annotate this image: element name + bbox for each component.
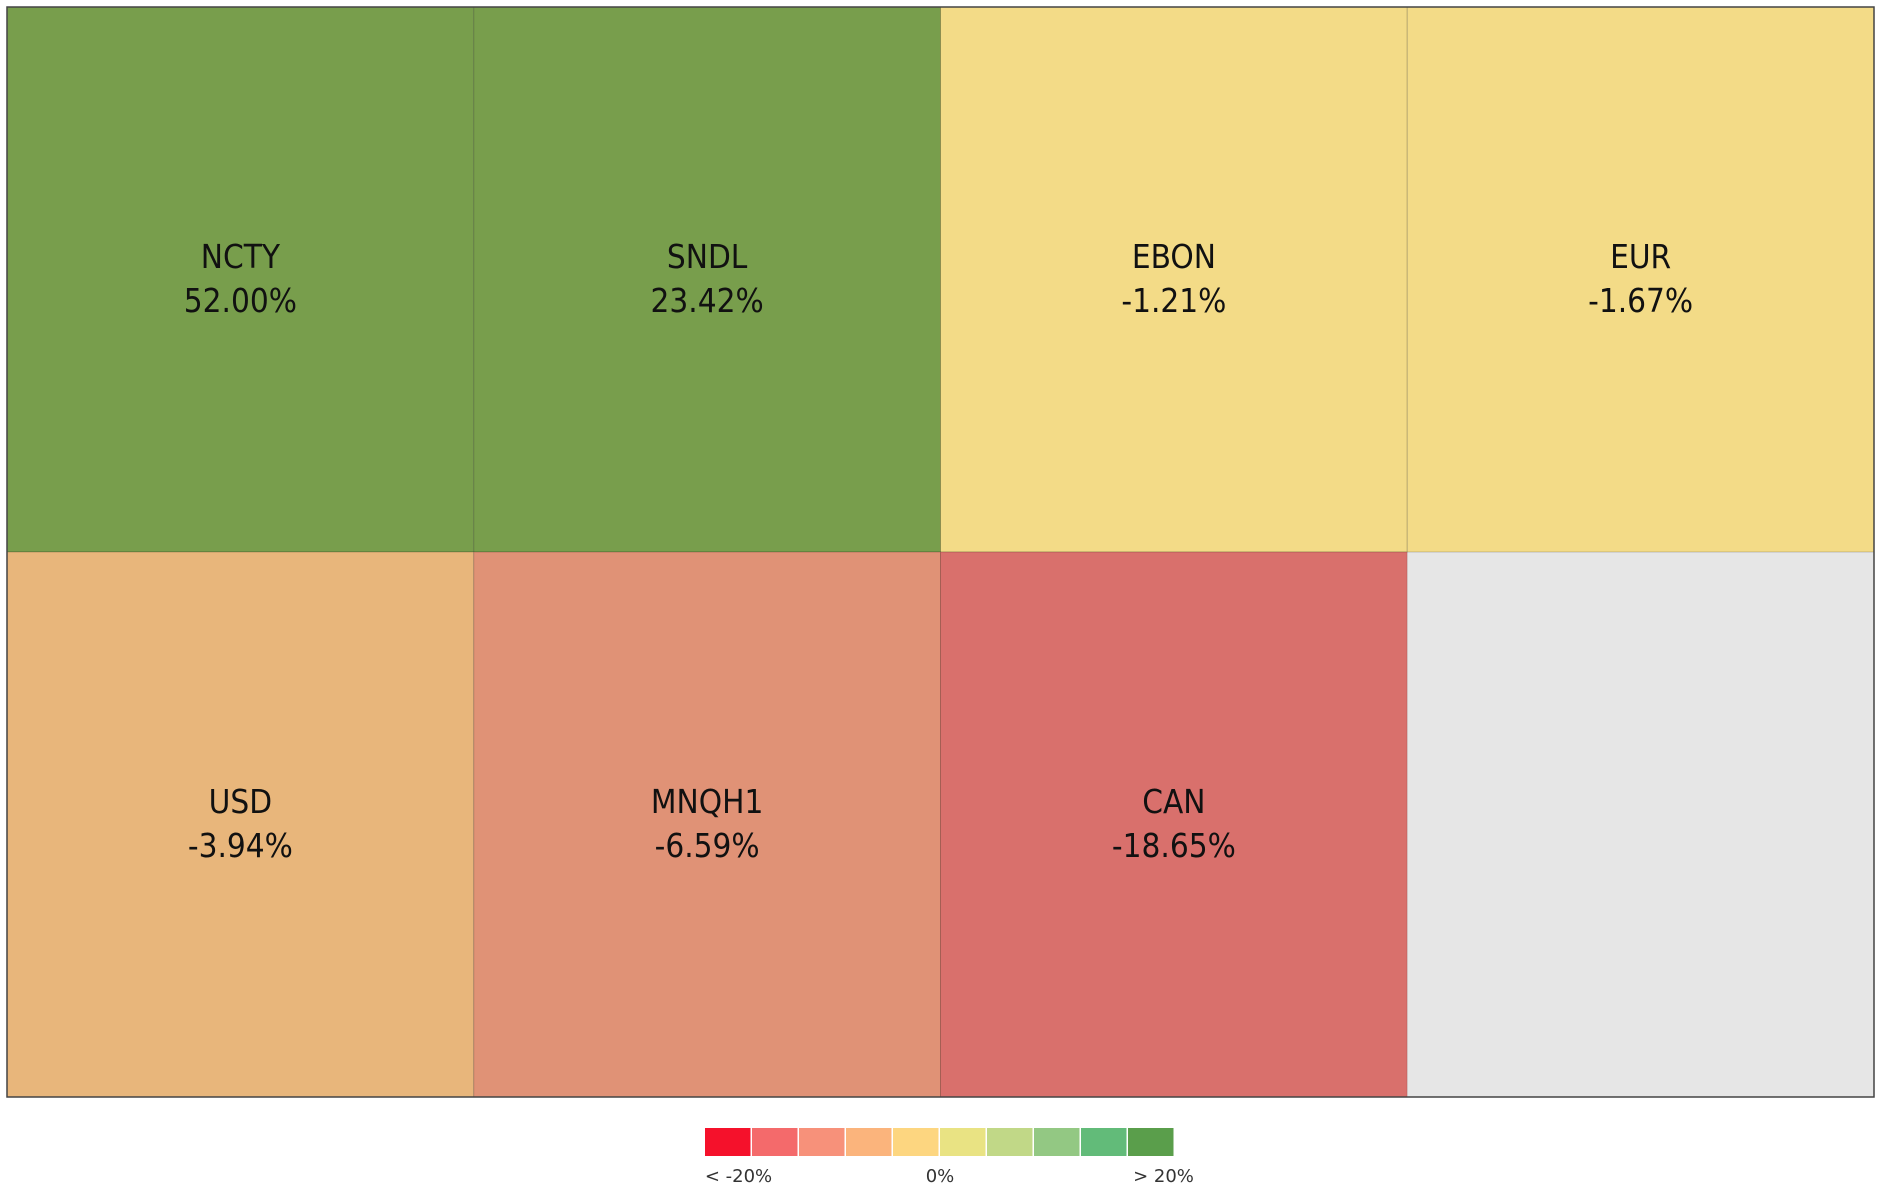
cell-name: EUR <box>1610 237 1671 276</box>
legend-swatch <box>940 1128 986 1156</box>
cell-value: 23.42% <box>651 281 764 320</box>
cell-value: -3.94% <box>188 826 293 865</box>
legend-label: < -20% <box>705 1166 772 1187</box>
cell-name: CAN <box>1142 782 1205 821</box>
cell <box>6 6 475 553</box>
legend-swatch <box>893 1128 939 1156</box>
cell-name: USD <box>209 782 272 821</box>
cell-value: -6.59% <box>655 826 760 865</box>
cells: NCTY 52.00% SNDL 23.42% EBON -1.21% EUR -1.67% U… <box>6 6 1875 1098</box>
cell-name: SNDL <box>667 237 748 276</box>
legend-swatch <box>799 1128 845 1156</box>
cell <box>940 6 1408 553</box>
cell <box>473 551 941 1098</box>
cell-value: -18.65% <box>1112 826 1236 865</box>
cell <box>1406 6 1875 553</box>
cell <box>473 6 941 553</box>
legend-swatch <box>752 1128 798 1156</box>
cell-name: EBON <box>1132 237 1216 276</box>
legend-label: 0% <box>926 1166 955 1187</box>
legend-swatch <box>987 1128 1033 1156</box>
cell-value: 52.00% <box>184 281 297 320</box>
cell-name: NCTY <box>201 237 281 276</box>
cell-name: MNQH1 <box>651 782 763 821</box>
legend-swatch <box>1128 1128 1174 1156</box>
legend-swatch <box>1034 1128 1080 1156</box>
cell-value: -1.67% <box>1588 281 1693 320</box>
legend: < -20% 0% > 20% <box>705 1128 1194 1187</box>
cell <box>6 551 475 1098</box>
cell-value: -1.21% <box>1121 281 1226 320</box>
empty-cell <box>1408 552 1874 1097</box>
frame <box>6 6 1875 1098</box>
legend-label: > 20% <box>1133 1166 1194 1187</box>
legend-swatch <box>846 1128 892 1156</box>
legend-swatch <box>1081 1128 1127 1156</box>
cell <box>940 551 1408 1098</box>
legend-swatch <box>705 1128 751 1156</box>
